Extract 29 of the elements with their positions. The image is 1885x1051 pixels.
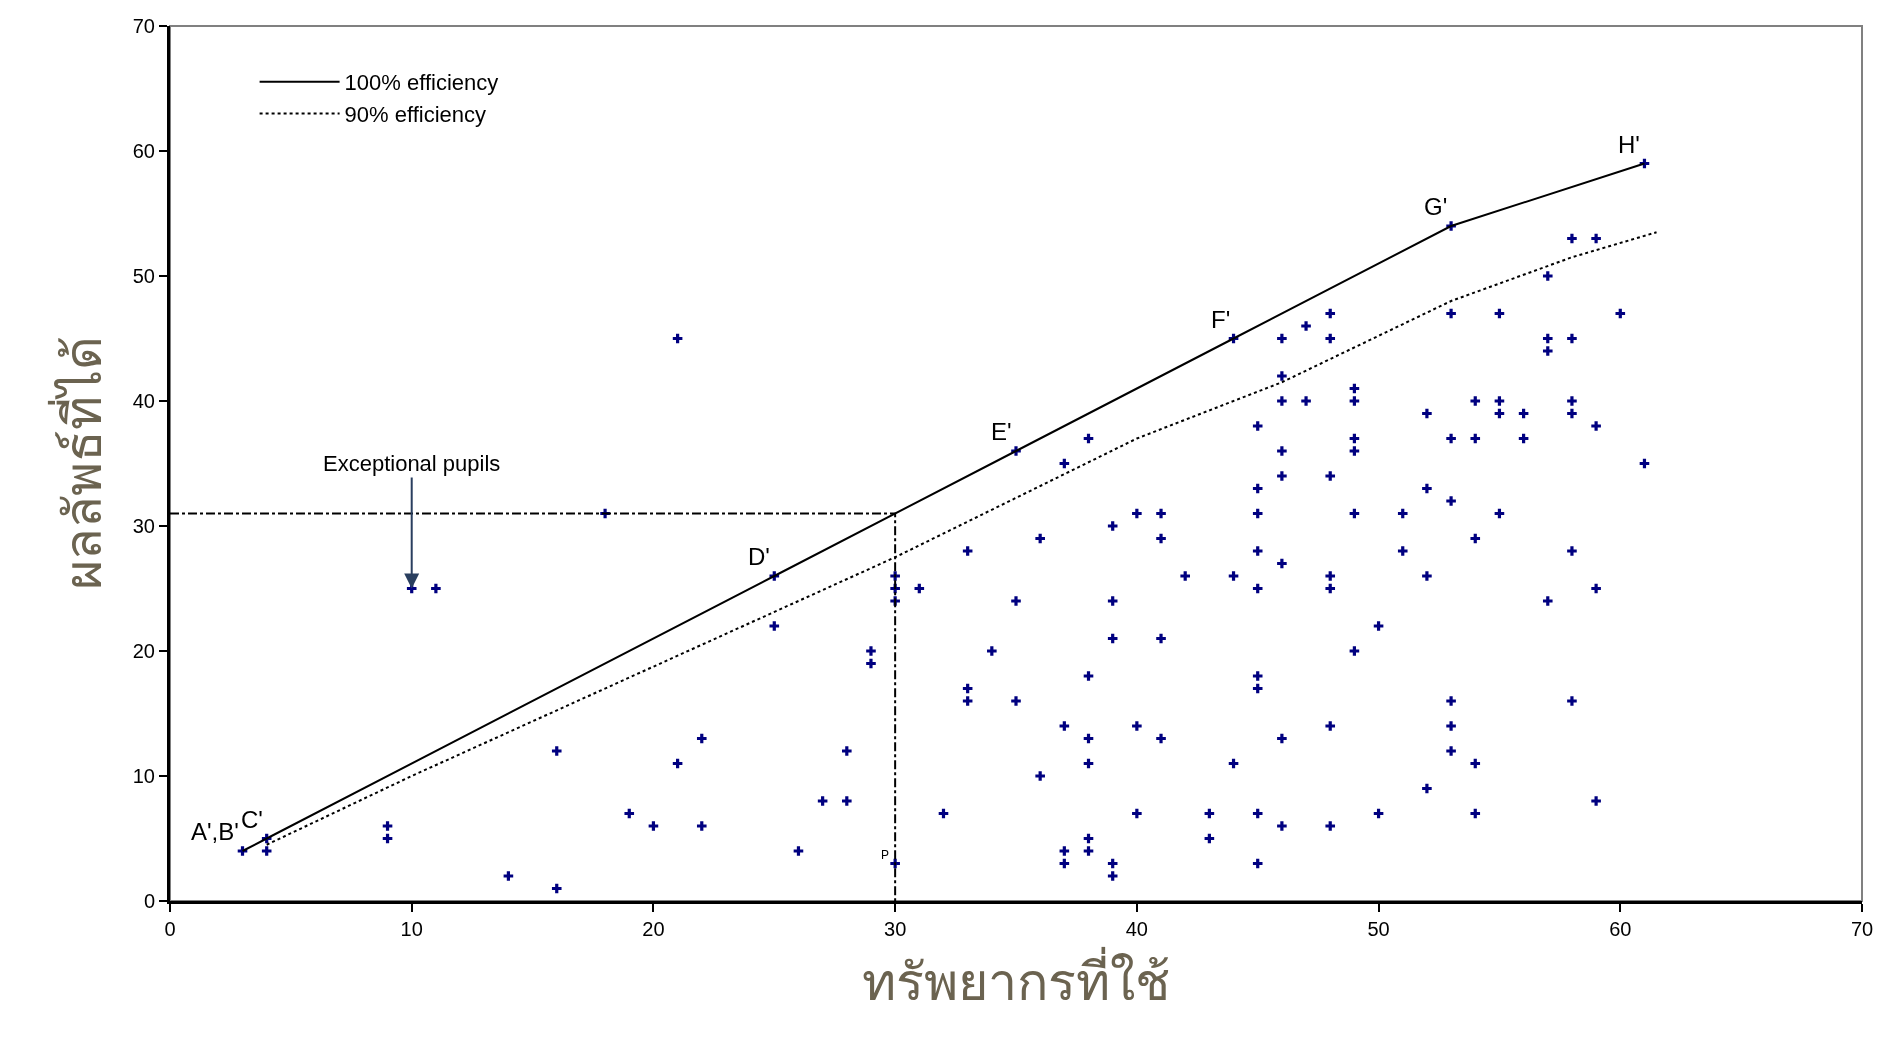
annotation: P	[881, 848, 890, 862]
annotation: E'	[991, 418, 1012, 445]
y-tick-label: 10	[132, 765, 155, 787]
annotation: Exceptional pupils	[323, 451, 501, 476]
y-tick-label: 70	[132, 15, 155, 37]
annotation: F'	[1211, 306, 1231, 333]
x-tick-label: 10	[400, 918, 423, 940]
x-tick-label: 70	[1850, 918, 1874, 940]
y-tick-label: 50	[132, 265, 155, 287]
x-tick-label: 20	[642, 918, 665, 940]
x-tick-label: 60	[1609, 918, 1632, 940]
x-tick-label: 0	[164, 918, 176, 940]
x-tick-label: 40	[1125, 918, 1148, 940]
y-tick-label: 30	[132, 515, 155, 537]
legend-label: 100% efficiency	[344, 70, 499, 96]
y-axis-title: ผลลัพธ์ที่ได้	[47, 336, 113, 591]
annotation: H'	[1618, 131, 1640, 158]
y-tick-label: 60	[132, 140, 155, 162]
y-tick-label: 20	[132, 640, 155, 662]
annotation: G'	[1424, 193, 1448, 220]
legend-label: 90% efficiency	[344, 101, 487, 127]
x-tick-label: 50	[1367, 918, 1390, 940]
x-axis-title: ทรัพยากรที่ใช้	[862, 945, 1170, 1011]
annotation: D'	[748, 543, 770, 570]
y-tick-label: 40	[132, 390, 155, 412]
annotation: A',B'	[191, 818, 239, 845]
y-tick-label: 0	[143, 890, 155, 912]
annotation: C'	[241, 806, 263, 833]
x-tick-label: 30	[884, 918, 907, 940]
